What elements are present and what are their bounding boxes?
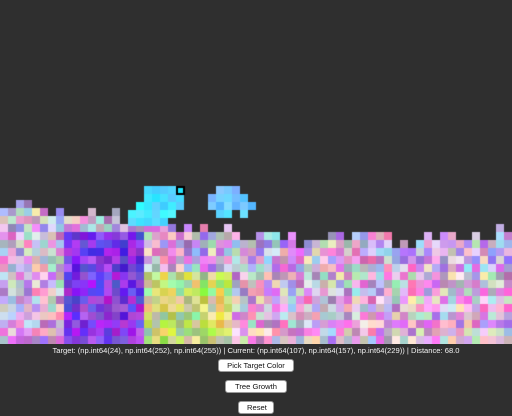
status-readout: Target: (np.int64(24), np.int64(252), np…: [52, 346, 460, 355]
tree-growth-button[interactable]: Tree Growth: [225, 380, 287, 393]
pixel-color-grid[interactable]: [0, 0, 512, 344]
reset-button[interactable]: Reset: [238, 401, 274, 414]
pick-target-color-button[interactable]: Pick Target Color: [218, 359, 294, 372]
